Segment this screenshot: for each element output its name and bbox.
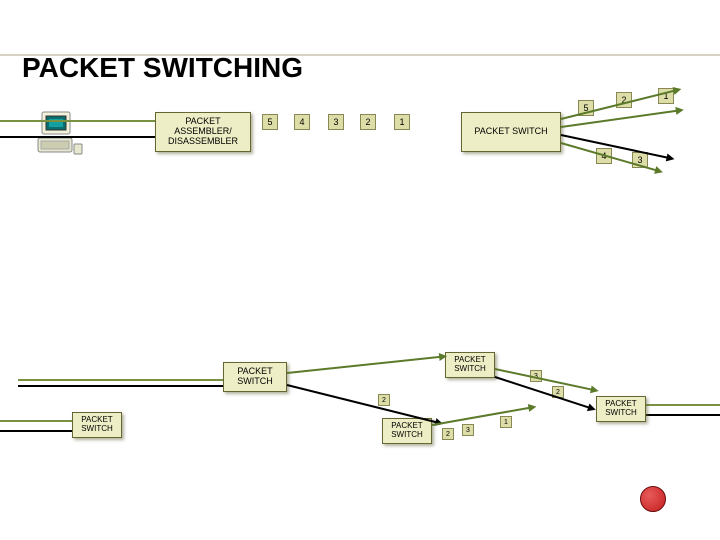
connector-line <box>0 120 155 122</box>
flow-arrow <box>495 368 593 391</box>
flow-arrow <box>287 384 438 423</box>
connector-line <box>646 404 720 406</box>
node-switch_left: PACKET SWITCH <box>72 412 122 438</box>
flow-arrow <box>432 407 531 426</box>
packet: 1 <box>500 416 512 428</box>
page-title: PACKET SWITCHING <box>22 52 303 84</box>
packet: 2 <box>360 114 376 130</box>
connector-line <box>18 385 223 387</box>
node-switch_top: PACKET SWITCH <box>461 112 561 152</box>
connector-line <box>0 420 72 422</box>
connector-line <box>646 414 720 416</box>
packet: 1 <box>394 114 410 130</box>
packet: 4 <box>294 114 310 130</box>
status-circle <box>640 486 666 512</box>
flow-arrow <box>495 376 591 409</box>
packet: 2 <box>442 428 454 440</box>
node-pad: PACKET ASSEMBLER/ DISASSEMBLER <box>155 112 251 152</box>
connector-line <box>18 379 223 381</box>
node-switch_mid2: PACKET SWITCH <box>445 352 495 378</box>
node-switch_mid: PACKET SWITCH <box>223 362 287 392</box>
packet: 5 <box>262 114 278 130</box>
packet: 3 <box>462 424 474 436</box>
node-switch_right: PACKET SWITCH <box>596 396 646 422</box>
packet: 3 <box>328 114 344 130</box>
packet: 2 <box>378 394 390 406</box>
node-switch_bot: PACKET SWITCH <box>382 418 432 444</box>
connector-line <box>0 54 720 56</box>
connector-line <box>0 430 72 432</box>
flow-arrow <box>287 356 441 374</box>
connector-line <box>0 136 155 138</box>
